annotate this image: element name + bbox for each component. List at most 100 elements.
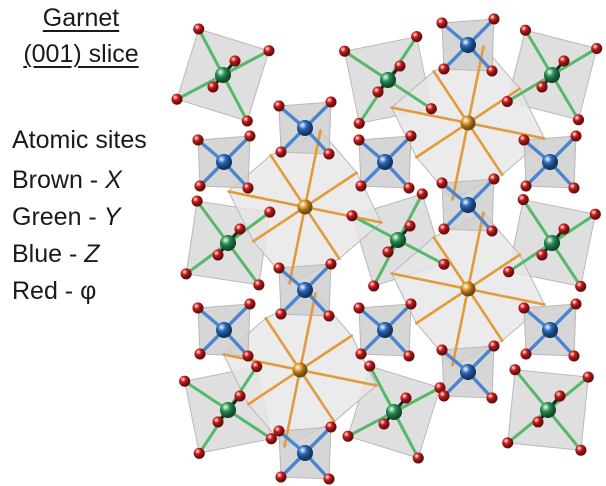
phi-site-atom bbox=[571, 299, 582, 310]
phi-site-atom bbox=[573, 114, 584, 125]
y-site-atom bbox=[380, 72, 396, 88]
phi-site-atom bbox=[208, 82, 219, 93]
phi-site-atom bbox=[502, 96, 513, 107]
phi-site-atom bbox=[533, 417, 544, 428]
phi-site-atom bbox=[404, 351, 415, 362]
z-site-atom bbox=[297, 445, 313, 461]
x-site-atom bbox=[461, 116, 476, 131]
phi-site-atom bbox=[417, 189, 428, 200]
phi-site-atom bbox=[274, 101, 285, 112]
phi-site-atom bbox=[194, 448, 205, 459]
phi-site-atom bbox=[326, 259, 337, 270]
phi-site-atom bbox=[406, 299, 417, 310]
phi-site-atom bbox=[510, 364, 521, 375]
x-site-atom bbox=[461, 282, 476, 297]
phi-site-atom bbox=[181, 268, 192, 279]
phi-site-atom bbox=[413, 452, 424, 463]
phi-site-atom bbox=[489, 341, 500, 352]
z-site-atom bbox=[542, 322, 558, 338]
phi-site-atom bbox=[489, 14, 500, 25]
phi-site-atom bbox=[276, 147, 287, 158]
z-site-atom bbox=[460, 197, 476, 213]
phi-site-atom bbox=[437, 178, 448, 189]
phi-site-atom bbox=[235, 391, 246, 402]
phi-site-atom bbox=[274, 263, 285, 274]
phi-site-atom bbox=[559, 224, 570, 235]
phi-site-atom bbox=[439, 224, 450, 235]
z-site-atom bbox=[377, 322, 393, 338]
phi-site-atom bbox=[521, 181, 532, 192]
phi-site-atom bbox=[569, 183, 580, 194]
z-site-atom bbox=[542, 154, 558, 170]
phi-site-atom bbox=[437, 345, 448, 356]
phi-site-atom bbox=[383, 247, 394, 258]
phi-site-atom bbox=[583, 372, 594, 383]
z-site-atom bbox=[297, 120, 313, 136]
y-site-atom bbox=[544, 67, 560, 83]
phi-site-atom bbox=[213, 417, 224, 428]
phi-site-atom bbox=[518, 194, 529, 205]
phi-site-atom bbox=[426, 103, 437, 114]
phi-site-atom bbox=[555, 391, 566, 402]
y-site-atom bbox=[540, 402, 556, 418]
phi-site-atom bbox=[559, 56, 570, 67]
phi-site-atom bbox=[354, 118, 365, 129]
phi-site-atom bbox=[487, 66, 498, 77]
phi-site-atom bbox=[243, 351, 254, 362]
y-site-atom bbox=[215, 67, 231, 83]
phi-site-atom bbox=[264, 207, 275, 218]
phi-site-atom bbox=[364, 361, 375, 372]
phi-site-atom bbox=[276, 309, 287, 320]
phi-site-atom bbox=[339, 46, 350, 57]
phi-site-atom bbox=[575, 445, 586, 456]
phi-site-atom bbox=[356, 349, 367, 360]
phi-site-atom bbox=[487, 226, 498, 237]
phi-site-atom bbox=[395, 61, 406, 72]
phi-site-atom bbox=[438, 259, 449, 270]
y-site-atom bbox=[544, 235, 560, 251]
y-site-atom bbox=[220, 402, 236, 418]
phi-site-atom bbox=[354, 135, 365, 146]
phi-site-atom bbox=[356, 181, 367, 192]
phi-site-atom bbox=[274, 426, 285, 437]
phi-site-atom bbox=[591, 43, 602, 54]
phi-site-atom bbox=[347, 210, 358, 221]
phi-site-atom bbox=[324, 311, 335, 322]
phi-site-atom bbox=[487, 393, 498, 404]
y-site-atom bbox=[390, 232, 406, 248]
phi-site-atom bbox=[590, 209, 601, 220]
z-site-atom bbox=[460, 364, 476, 380]
phi-site-atom bbox=[245, 131, 256, 142]
z-site-atom bbox=[460, 37, 476, 53]
phi-site-atom bbox=[193, 303, 204, 314]
phi-site-atom bbox=[520, 25, 531, 36]
y-site-atom bbox=[386, 404, 402, 420]
phi-site-atom bbox=[537, 82, 548, 93]
phi-site-atom bbox=[242, 115, 253, 126]
phi-site-atom bbox=[253, 279, 264, 290]
phi-site-atom bbox=[571, 131, 582, 142]
phi-site-atom bbox=[326, 422, 337, 433]
phi-site-atom bbox=[324, 474, 335, 485]
phi-site-atom bbox=[354, 303, 365, 314]
z-site-atom bbox=[216, 154, 232, 170]
phi-site-atom bbox=[489, 174, 500, 185]
x-site-atom bbox=[298, 200, 313, 215]
phi-site-atom bbox=[439, 64, 450, 75]
phi-site-atom bbox=[439, 391, 450, 402]
phi-site-atom bbox=[243, 183, 254, 194]
phi-site-atom bbox=[502, 437, 513, 448]
phi-site-atom bbox=[326, 97, 337, 108]
phi-site-atom bbox=[379, 419, 390, 430]
phi-site-atom bbox=[503, 266, 514, 277]
phi-site-atom bbox=[401, 393, 412, 404]
phi-site-atom bbox=[195, 349, 206, 360]
phi-site-atom bbox=[373, 87, 384, 98]
phi-site-atom bbox=[251, 361, 262, 372]
phi-site-atom bbox=[537, 250, 548, 261]
phi-site-atom bbox=[324, 149, 335, 160]
phi-site-atom bbox=[179, 376, 190, 387]
z-site-atom bbox=[377, 154, 393, 170]
